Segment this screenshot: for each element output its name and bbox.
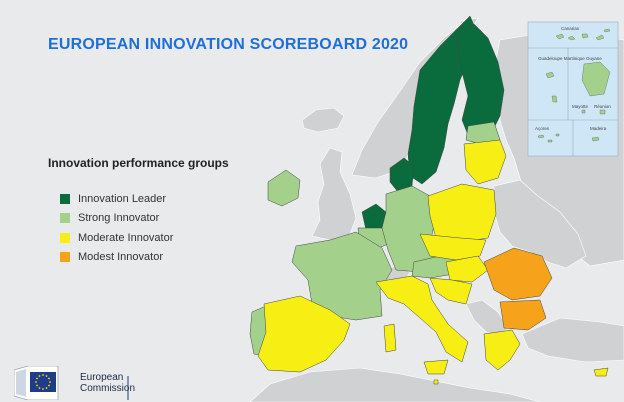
legend-swatch xyxy=(60,252,70,263)
italy xyxy=(375,275,469,363)
legend-item-strong-innovator: Strong Innovator xyxy=(60,209,173,229)
czechia-slovakia xyxy=(419,233,487,261)
latvia-lithuania xyxy=(463,139,507,185)
legend-swatch xyxy=(60,213,70,224)
sweden xyxy=(407,15,477,185)
reunion-shape xyxy=(599,109,606,115)
guadeloupe-shape xyxy=(545,71,555,79)
bulgaria xyxy=(499,299,547,331)
madeira-shape xyxy=(591,136,600,142)
belarus-ukraine xyxy=(493,179,587,269)
slovenia-croatia xyxy=(429,277,473,305)
organisation-line: Commission xyxy=(80,383,136,394)
poland xyxy=(427,183,497,243)
legend-title: Innovation performance groups xyxy=(48,156,229,170)
romania xyxy=(483,247,553,301)
eu-countries xyxy=(249,15,609,385)
inset-label-guadeloupe-martinique: Guadeloupe Martinique xyxy=(538,56,585,61)
inset-label-reunion: Réunion xyxy=(594,104,611,109)
legend-swatch xyxy=(60,193,70,204)
page-title: EUROPEAN INNOVATION SCOREBOARD 2020 xyxy=(48,36,409,53)
inset-label-canarias: Canarias xyxy=(561,26,580,31)
guyane-shape xyxy=(581,61,611,97)
acores-shape xyxy=(537,133,560,143)
legend-item-moderate-innovator: Moderate Innovator xyxy=(60,228,173,248)
turkey xyxy=(521,317,624,363)
inset-label-mayotte: Mayotte xyxy=(572,104,589,109)
legend-swatch xyxy=(60,232,70,243)
north-africa xyxy=(249,367,541,402)
legend: Innovation Leader Strong Innovator Moder… xyxy=(60,189,173,267)
sardinia xyxy=(383,323,397,353)
canarias-islands xyxy=(555,28,611,41)
sicily xyxy=(423,359,449,375)
inset-label-madeira: Madeira xyxy=(590,126,607,131)
malta xyxy=(433,379,439,385)
european-commission-logo xyxy=(14,366,129,400)
martinique-shape xyxy=(551,95,558,103)
legend-item-modest-innovator: Modest Innovator xyxy=(60,248,173,268)
mayotte-shape xyxy=(581,109,586,114)
france xyxy=(291,231,393,321)
iceland xyxy=(301,107,345,133)
outermost-regions-inset: Canarias Guadeloupe Martinique Guyane Ma… xyxy=(527,21,619,157)
legend-label: Strong Innovator xyxy=(78,212,160,225)
greece xyxy=(483,329,521,371)
spain xyxy=(257,295,351,373)
organisation-name: European Commission xyxy=(80,372,135,394)
cyprus xyxy=(593,367,609,377)
legend-label: Modest Innovator xyxy=(78,251,163,264)
inset-label-guyane: Guyane xyxy=(586,56,602,61)
finland xyxy=(455,23,505,141)
organisation-line: European xyxy=(80,372,124,383)
uk xyxy=(311,147,357,241)
ireland xyxy=(267,169,301,207)
legend-label: Innovation Leader xyxy=(78,192,167,205)
legend-item-innovation-leader: Innovation Leader xyxy=(60,189,173,209)
inset-label-acores: Açores xyxy=(535,126,550,131)
hungary xyxy=(445,255,489,283)
legend-label: Moderate Innovator xyxy=(78,231,174,244)
non-eu-land xyxy=(249,17,624,402)
